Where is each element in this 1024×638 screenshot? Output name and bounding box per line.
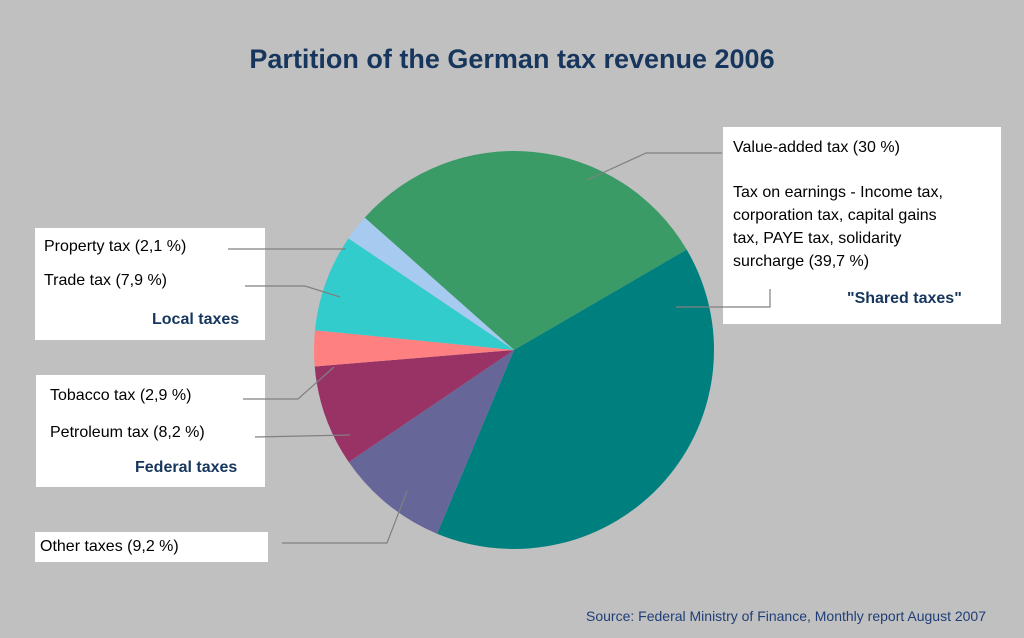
pie-chart: [0, 0, 1024, 638]
